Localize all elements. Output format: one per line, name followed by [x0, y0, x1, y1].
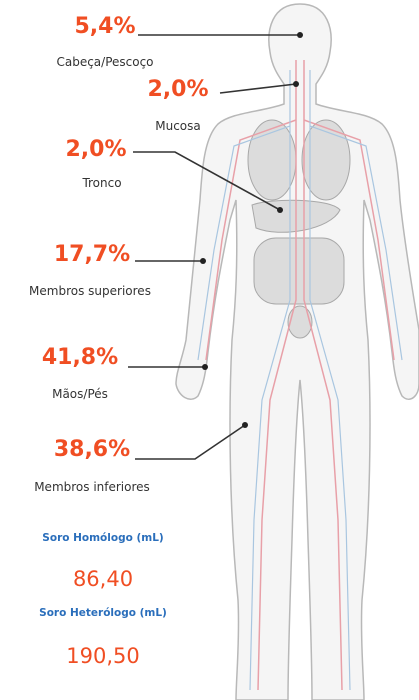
- dot: [202, 364, 208, 370]
- serum-label: Soro Heterólogo (mL): [39, 607, 167, 619]
- body-outline: [176, 4, 419, 700]
- serum-label: Soro Homólogo (mL): [42, 532, 163, 544]
- region-label: Mucosa: [155, 119, 201, 133]
- region-label: Cabeça/Pescoço: [56, 55, 153, 69]
- dot: [242, 422, 248, 428]
- region-label: Mãos/Pés: [52, 387, 108, 401]
- percentage: 2,0%: [65, 137, 126, 162]
- percentage: 17,7%: [54, 242, 130, 267]
- serum-value: 190,50: [66, 644, 139, 668]
- percentage: 38,6%: [54, 437, 130, 462]
- intestines: [254, 238, 344, 304]
- region-label: Membros superiores: [29, 284, 151, 298]
- region-label: Tronco: [81, 176, 121, 190]
- leader-line: [135, 425, 245, 459]
- dot: [293, 81, 299, 87]
- percentage: 2,0%: [147, 77, 208, 102]
- body-figure: [176, 4, 419, 700]
- dot: [277, 207, 283, 213]
- dot: [200, 258, 206, 264]
- percentage: 41,8%: [42, 345, 118, 370]
- region-label: Membros inferiores: [34, 480, 150, 494]
- infographic: 5,4% Cabeça/Pescoço 2,0% Mucosa 2,0% Tro…: [0, 0, 419, 700]
- percentage: 5,4%: [74, 14, 135, 39]
- serum-value: 86,40: [73, 567, 133, 591]
- bladder: [288, 306, 312, 338]
- dot: [297, 32, 303, 38]
